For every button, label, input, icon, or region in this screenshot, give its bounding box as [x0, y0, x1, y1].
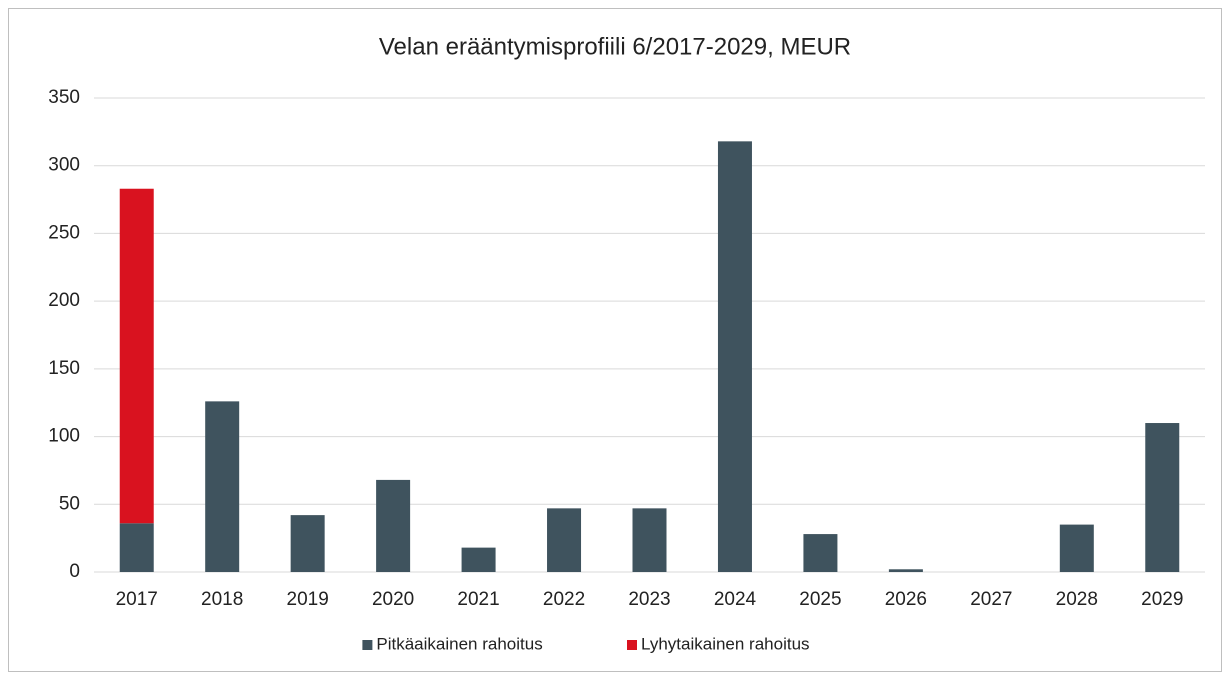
x-tick-label: 2019: [287, 589, 329, 610]
bar: [717, 141, 752, 572]
bar: [888, 569, 923, 572]
x-tick-label: 2024: [714, 589, 757, 610]
y-tick-label: 150: [48, 358, 80, 379]
bar: [1059, 524, 1094, 572]
y-tick-label: 0: [69, 561, 80, 582]
y-tick-label: 50: [59, 493, 80, 514]
chart-title: Velan erääntymisprofiili 6/2017-2029, ME…: [379, 33, 851, 60]
x-tick-label: 2023: [628, 589, 670, 610]
legend-label: Pitkäaikainen rahoitus: [376, 634, 542, 653]
x-tick-label: 2021: [457, 589, 499, 610]
x-tick-label: 2017: [116, 589, 158, 610]
x-tick-label: 2027: [970, 589, 1012, 610]
x-tick-label: 2026: [885, 589, 927, 610]
y-tick-label: 350: [48, 87, 80, 108]
bar: [632, 508, 667, 572]
x-tick-label: 2028: [1056, 589, 1098, 610]
legend-swatch: [627, 640, 637, 650]
bar: [803, 534, 838, 572]
legend-label: Lyhytaikainen rahoitus: [641, 634, 810, 653]
y-tick-label: 100: [48, 426, 80, 447]
x-tick-label: 2025: [799, 589, 841, 610]
x-tick-label: 2018: [201, 589, 243, 610]
bar: [547, 508, 582, 572]
legend-swatch: [362, 640, 373, 650]
x-tick-label: 2020: [372, 589, 414, 610]
x-tick-label: 2029: [1141, 589, 1183, 610]
bar: [119, 523, 154, 572]
y-tick-label: 300: [48, 155, 80, 176]
bar: [290, 515, 325, 572]
y-tick-label: 250: [48, 222, 80, 243]
bar: [205, 401, 240, 572]
bar: [119, 188, 154, 524]
x-tick-label: 2022: [543, 589, 585, 610]
bar: [376, 479, 411, 572]
bar: [461, 547, 496, 572]
y-tick-label: 200: [48, 290, 80, 311]
bar: [1145, 423, 1180, 572]
